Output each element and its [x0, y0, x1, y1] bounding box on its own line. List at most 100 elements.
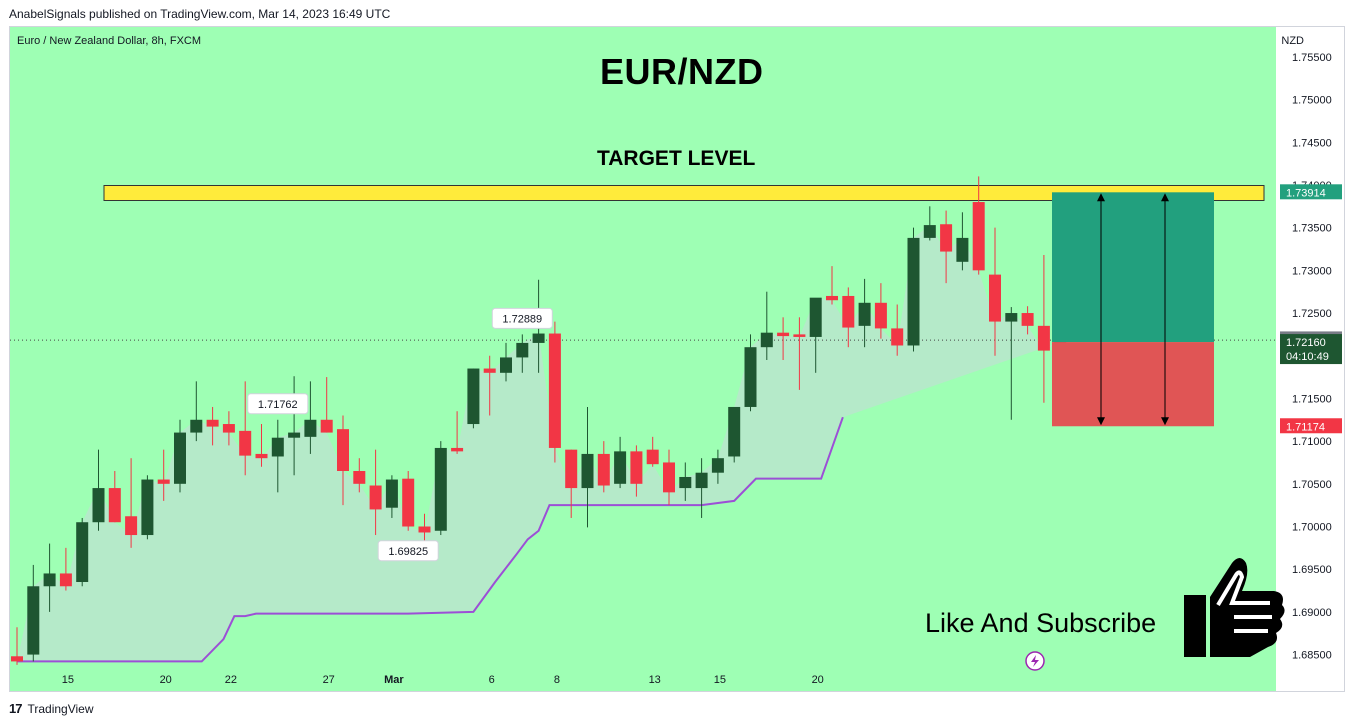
- x-axis-tick-label: 8: [554, 674, 560, 686]
- candle-body: [174, 432, 186, 484]
- candle-body: [581, 453, 594, 489]
- candle-body: [565, 449, 578, 489]
- candle-body: [76, 522, 89, 582]
- currency-label: NZD: [1281, 35, 1304, 47]
- current-price-tag-countdown: 04:10:49: [1286, 351, 1329, 363]
- x-axis-tick-label: 6: [489, 674, 495, 686]
- candle-body: [59, 573, 72, 587]
- candle: [59, 547, 72, 591]
- candle-body: [711, 458, 724, 473]
- target-level-label: TARGET LEVEL: [597, 147, 756, 170]
- lightning-bolt: [1031, 655, 1039, 667]
- symbol-description: Euro / New Zealand Dollar, 8h, FXCM: [17, 35, 202, 47]
- candle: [548, 321, 561, 463]
- chart-title-annotation: EUR/NZD: [600, 51, 764, 92]
- candle: [940, 210, 953, 284]
- price-callout-label: 1.72889: [502, 313, 542, 325]
- candle: [565, 449, 578, 518]
- candle: [385, 475, 398, 518]
- loss-zone: [1052, 342, 1214, 427]
- candle: [874, 283, 887, 339]
- candle-body: [271, 437, 284, 457]
- candle-body: [288, 432, 301, 438]
- candle: [760, 291, 773, 360]
- x-axis-tick-label: 15: [714, 674, 726, 686]
- arrow-head-up-icon: [1097, 193, 1105, 202]
- x-axis-tick-label: 15: [62, 674, 74, 686]
- candle: [809, 297, 822, 373]
- candle: [956, 212, 969, 271]
- candle-body: [206, 419, 219, 427]
- candle: [972, 176, 985, 275]
- candle-body: [125, 516, 138, 536]
- footer-brand[interactable]: TradingView: [27, 701, 94, 716]
- candle: [434, 441, 447, 536]
- candle: [516, 334, 529, 373]
- candle-body: [190, 419, 203, 433]
- candle-body: [1021, 313, 1034, 326]
- take-profit-price-tag: 1.73914: [1286, 187, 1326, 199]
- candle-body: [777, 332, 790, 337]
- candle-body: [108, 488, 121, 523]
- candle: [842, 287, 855, 348]
- candle-body: [337, 429, 349, 471]
- footer: 17 TradingView: [9, 701, 94, 716]
- candle: [989, 227, 1001, 356]
- candle: [483, 355, 496, 416]
- candle-body: [679, 476, 692, 489]
- candle: [1021, 306, 1034, 335]
- candle: [206, 406, 219, 446]
- candle-body: [353, 471, 366, 484]
- candle: [826, 266, 838, 305]
- candle-body: [858, 302, 871, 326]
- candle-body: [516, 342, 529, 358]
- candle-body: [907, 237, 920, 346]
- channel-line: [17, 416, 844, 663]
- candle: [744, 334, 757, 412]
- candle-body: [304, 419, 317, 437]
- candle: [402, 471, 415, 531]
- candle-body: [874, 302, 887, 329]
- y-axis-tick-label: 1.69500: [1292, 564, 1332, 576]
- y-axis-tick-label: 1.74500: [1292, 137, 1332, 149]
- candle: [646, 436, 659, 467]
- candle: [125, 458, 138, 548]
- published-line: AnabelSignals published on TradingView.c…: [9, 7, 391, 21]
- tradingview-logo-icon[interactable]: 17: [9, 701, 23, 716]
- chart-panel[interactable]: 1.71762 1.72889 1.69825 1.75500 1.75000 1.745…: [9, 26, 1345, 692]
- channel-fill: [17, 225, 1061, 662]
- candle-body: [532, 333, 545, 343]
- y-axis-tick-label: 1.73500: [1292, 223, 1332, 235]
- candle-body: [793, 334, 806, 337]
- candle-body: [956, 237, 969, 262]
- candle-body: [809, 297, 822, 337]
- candle-body: [940, 224, 953, 252]
- candle: [467, 368, 480, 429]
- candle-body: [92, 488, 105, 523]
- target-level-band: [103, 185, 1265, 201]
- x-axis-tick-label: 20: [812, 674, 824, 686]
- candle: [679, 462, 692, 501]
- arrow-head-down-icon: [1097, 417, 1105, 426]
- y-axis-tick-label: 1.72500: [1292, 308, 1332, 320]
- candle: [891, 304, 904, 356]
- candle-body: [760, 332, 773, 348]
- candle: [793, 317, 806, 390]
- candle: [451, 411, 464, 454]
- candle-body: [663, 462, 675, 493]
- candle-body: [141, 479, 154, 536]
- candle-body: [923, 225, 936, 238]
- candle: [907, 227, 920, 352]
- take-profit-price-tag-box: [1280, 184, 1342, 200]
- like-subscribe-text: Like And Subscribe: [925, 608, 1157, 638]
- candle-body: [744, 347, 757, 407]
- candle: [337, 415, 349, 506]
- candle-body: [369, 485, 382, 510]
- candle: [581, 406, 594, 528]
- x-axis-tick-label: 13: [649, 674, 661, 686]
- candlestick-chart[interactable]: 1.71762 1.72889 1.69825 1.75500 1.75000 1.745…: [10, 27, 1345, 692]
- candle: [1037, 254, 1050, 403]
- candle: [255, 424, 268, 467]
- candle: [614, 436, 627, 489]
- candle-body: [239, 430, 252, 456]
